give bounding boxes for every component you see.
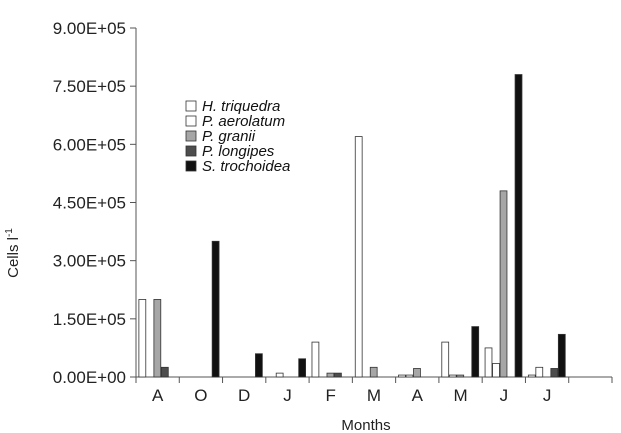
bar xyxy=(471,326,480,378)
bar xyxy=(311,341,320,378)
y-tick-label: 9.00E+05 xyxy=(53,19,126,38)
bar xyxy=(405,374,414,378)
bar xyxy=(298,358,307,378)
legend-label: H. triquedra xyxy=(202,98,280,115)
y-tick-label: 7.50E+05 xyxy=(53,77,126,96)
y-axis: 0.00E+00 1.50E+05 3.00E+05 4.50E+05 6.00E+05… xyxy=(53,19,137,387)
x-tick-label: A xyxy=(412,386,424,405)
legend-swatch xyxy=(185,130,197,142)
bar xyxy=(550,368,559,378)
y-tick-label: 1.50E+05 xyxy=(53,310,126,329)
bar xyxy=(153,299,162,378)
x-tick-label: J xyxy=(500,386,509,405)
bar xyxy=(527,374,536,378)
bar xyxy=(160,366,169,378)
x-axis-title: Months xyxy=(341,417,390,433)
x-tick-label: A xyxy=(152,386,164,405)
bar xyxy=(441,341,450,378)
bar xyxy=(138,299,147,378)
x-tick-label: O xyxy=(194,386,207,405)
x-tick-label: M xyxy=(453,386,467,405)
x-tick-label: M xyxy=(367,386,381,405)
y-axis-title-sup: -1 xyxy=(4,228,15,237)
legend-label: P. longipes xyxy=(202,143,275,160)
legend-swatch xyxy=(185,145,197,157)
legend-label: P. granii xyxy=(202,128,256,145)
bar xyxy=(255,353,263,378)
bar xyxy=(275,372,284,378)
y-tick-label: 4.50E+05 xyxy=(53,194,126,213)
bars xyxy=(138,74,566,378)
y-tick-label: 0.00E+00 xyxy=(53,368,126,387)
bar xyxy=(413,368,421,378)
bar xyxy=(211,240,220,378)
bar xyxy=(456,374,465,378)
bar xyxy=(326,372,335,378)
x-tick-label: F xyxy=(326,386,336,405)
bar xyxy=(499,190,508,378)
bar xyxy=(484,347,493,378)
legend-swatch xyxy=(185,115,197,127)
bar xyxy=(334,372,342,378)
x-tick-label: J xyxy=(543,386,552,405)
bar xyxy=(448,374,457,378)
bar xyxy=(369,366,378,378)
y-tick-label: 3.00E+05 xyxy=(53,252,126,271)
legend-swatch xyxy=(185,100,197,112)
bar xyxy=(514,74,523,378)
y-axis-title: Cells l-1 xyxy=(4,228,22,278)
x-tick-label: D xyxy=(238,386,250,405)
legend-swatch xyxy=(185,160,197,172)
bar xyxy=(492,363,500,378)
bar xyxy=(354,136,363,378)
bar xyxy=(535,366,544,378)
legend-label: S. trochoidea xyxy=(202,158,290,175)
y-tick-label: 6.00E+05 xyxy=(53,135,126,154)
x-tick-label: J xyxy=(283,386,292,405)
bar xyxy=(557,333,566,378)
legend-label: P. aerolatum xyxy=(202,113,285,130)
y-axis-title-main: Cells l xyxy=(5,237,22,278)
bar xyxy=(398,374,406,378)
